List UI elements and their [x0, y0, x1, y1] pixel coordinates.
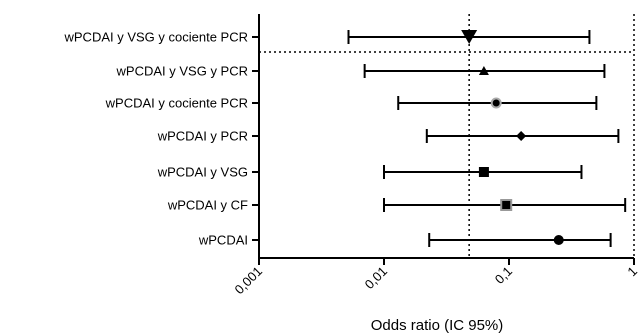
x-axis-title: Odds ratio (IC 95%) — [371, 317, 504, 334]
forest-row: wPCDAI y PCR — [157, 129, 620, 144]
row-label: wPCDAI y VSG — [157, 165, 248, 180]
point-marker — [553, 235, 564, 245]
x-tick-label: 1 — [624, 264, 638, 280]
point-marker — [478, 66, 489, 75]
x-tick-label: 0,01 — [362, 264, 391, 293]
forest-row: wPCDAI — [198, 233, 612, 248]
forest-row: wPCDAI y VSG y cociente PCR — [64, 30, 591, 45]
row-label: wPCDAI y VSG y PCR — [116, 64, 248, 79]
forest-row: wPCDAI y CF — [167, 198, 627, 213]
point-marker — [490, 97, 502, 109]
row-label: wPCDAI y PCR — [157, 129, 248, 144]
forest-row: wPCDAI y cociente PCR — [105, 96, 598, 111]
x-tick-label: 0,001 — [232, 264, 266, 298]
row-label: wPCDAI y VSG y cociente PCR — [64, 30, 249, 45]
row-label: wPCDAI y cociente PCR — [105, 96, 248, 111]
forest-row: wPCDAI y VSG — [157, 165, 583, 180]
x-tick-label: 0,1 — [492, 264, 515, 287]
point-marker — [516, 131, 527, 141]
point-marker — [478, 167, 489, 177]
row-label: wPCDAI y CF — [167, 198, 248, 213]
point-marker — [500, 199, 513, 211]
forest-row: wPCDAI y VSG y PCR — [116, 64, 606, 79]
row-label: wPCDAI — [198, 233, 248, 248]
point-marker — [461, 30, 478, 44]
